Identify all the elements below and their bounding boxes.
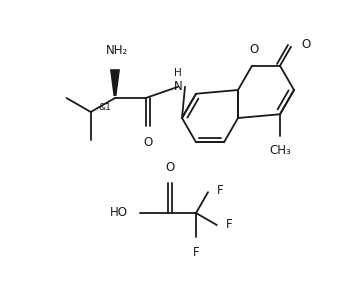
- Text: O: O: [250, 43, 258, 56]
- Text: F: F: [217, 184, 224, 197]
- Polygon shape: [110, 69, 120, 96]
- Text: N: N: [174, 80, 182, 93]
- Text: O: O: [143, 136, 153, 149]
- Text: NH₂: NH₂: [106, 44, 128, 57]
- Text: HO: HO: [110, 206, 128, 220]
- Text: H: H: [174, 68, 182, 78]
- Text: CH₃: CH₃: [269, 144, 291, 157]
- Text: F: F: [226, 218, 232, 232]
- Text: O: O: [165, 161, 175, 174]
- Text: O: O: [301, 38, 310, 51]
- Text: F: F: [193, 246, 199, 259]
- Text: &1: &1: [98, 103, 111, 112]
